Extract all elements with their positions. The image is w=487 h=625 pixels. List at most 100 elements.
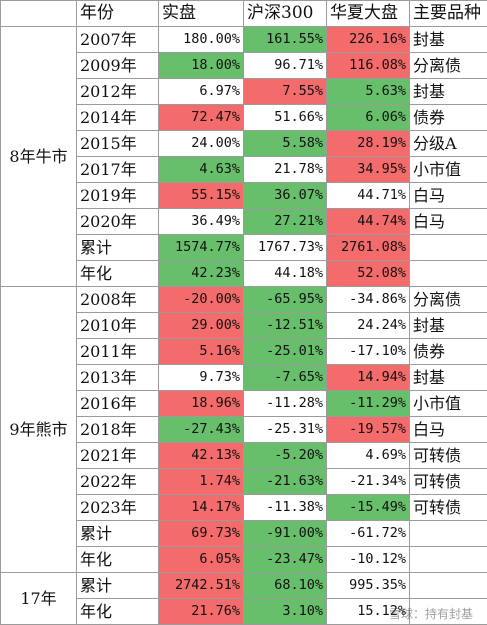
actual-return-cell: 5.16%	[158, 338, 244, 365]
hxdp-return-cell: -17.10%	[326, 338, 410, 365]
table-body: 8年牛市 2007年 180.00% 161.55% 226.16% 封基 2009年 18.…	[0, 26, 487, 625]
product-cell: 可转债	[409, 494, 487, 521]
year-cell: 2018年	[76, 416, 159, 443]
hxdp-return-cell: -10.12%	[326, 546, 410, 573]
hxdp-return-cell: 6.06%	[326, 104, 410, 131]
table-row: 2023年 14.17% -11.38% -15.49% 可转债	[1, 494, 487, 521]
year-cell: 年化	[76, 546, 159, 573]
actual-return-cell: -27.43%	[158, 416, 244, 443]
product-cell: 分离债	[409, 52, 487, 79]
actual-return-cell: 14.17%	[158, 494, 244, 521]
hxdp-return-cell: -61.72%	[326, 520, 410, 547]
actual-return-cell: 9.73%	[158, 364, 244, 391]
hs300-return-cell: -12.51%	[243, 312, 327, 339]
hs300-return-cell: 21.78%	[243, 156, 327, 183]
actual-return-cell: 72.47%	[158, 104, 244, 131]
product-cell	[409, 260, 487, 287]
table-row: 2022年 1.74% -21.63% -21.34% 可转债	[1, 468, 487, 495]
hs300-return-cell: -7.65%	[243, 364, 327, 391]
year-cell: 2016年	[76, 390, 159, 417]
table-row: 17年 累计 2742.51% 68.10% 995.35%	[0, 572, 487, 625]
actual-return-cell: 29.00%	[158, 312, 244, 339]
hxdp-return-cell: 14.94%	[326, 364, 410, 391]
year-cell: 累计	[76, 520, 159, 547]
year-cell: 年化	[76, 598, 159, 625]
product-cell: 小市值	[409, 156, 487, 183]
hs300-return-cell: -21.63%	[243, 468, 327, 495]
hs300-return-cell: 68.10%	[243, 572, 327, 599]
table-row: 2020年 36.49% 27.21% 44.74% 白马	[1, 208, 487, 235]
table-row: 2014年 72.47% 51.66% 6.06% 债券	[1, 104, 487, 131]
table-row: 年化 42.23% 44.18% 52.08%	[1, 260, 487, 287]
hs300-return-cell: 7.55%	[243, 78, 327, 105]
product-cell: 小市值	[409, 390, 487, 417]
hxdp-return-cell: 116.08%	[326, 52, 410, 79]
year-cell: 2007年	[76, 26, 159, 53]
year-cell: 2014年	[76, 104, 159, 131]
product-cell: 白马	[409, 182, 487, 209]
table-row: 2012年 6.97% 7.55% 5.63% 封基	[1, 78, 487, 105]
hs300-return-cell: 96.71%	[243, 52, 327, 79]
table-row: 2017年 4.63% 21.78% 34.95% 小市值	[1, 156, 487, 183]
hxdp-return-cell: 226.16%	[326, 26, 410, 53]
table-row: 2009年 18.00% 96.71% 116.08% 分离债	[1, 52, 487, 79]
header-product: 主要品种	[409, 0, 487, 27]
year-cell: 2013年	[76, 364, 159, 391]
hxdp-return-cell: 2761.08%	[326, 234, 410, 261]
header-actual: 实盘	[158, 0, 244, 27]
year-cell: 2022年	[76, 468, 159, 495]
year-cell: 年化	[76, 260, 159, 287]
product-cell: 可转债	[409, 442, 487, 469]
hs300-return-cell: 44.18%	[243, 260, 327, 287]
hxdp-return-cell: 52.08%	[326, 260, 410, 287]
product-cell	[409, 598, 487, 625]
table-row: 年化 21.76% 3.10% 15.12%	[1, 598, 487, 625]
year-cell: 2011年	[76, 338, 159, 365]
hxdp-return-cell: -21.34%	[326, 468, 410, 495]
actual-return-cell: 42.13%	[158, 442, 244, 469]
hs300-return-cell: -91.00%	[243, 520, 327, 547]
actual-return-cell: 2742.51%	[158, 572, 244, 599]
header-hxdp: 华夏大盘	[326, 0, 410, 27]
table-row: 9年熊市 2008年 -20.00% -65.95% -34.86% 分离债	[0, 286, 487, 573]
header-period	[0, 0, 77, 27]
actual-return-cell: 180.00%	[158, 26, 244, 53]
hs300-return-cell: 27.21%	[243, 208, 327, 235]
hxdp-return-cell: 15.12%	[326, 598, 410, 625]
year-cell: 2009年	[76, 52, 159, 79]
header-row: 年份 实盘 沪深300 华夏大盘 主要品种	[0, 0, 487, 27]
year-cell: 2021年	[76, 442, 159, 469]
actual-return-cell: 6.05%	[158, 546, 244, 573]
actual-return-cell: 6.97%	[158, 78, 244, 105]
hxdp-return-cell: -19.57%	[326, 416, 410, 443]
product-cell: 封基	[409, 78, 487, 105]
hs300-return-cell: 5.58%	[243, 130, 327, 157]
product-cell: 分级A	[409, 130, 487, 157]
hs300-return-cell: -5.20%	[243, 442, 327, 469]
product-cell: 可转债	[409, 468, 487, 495]
hs300-return-cell: -23.47%	[243, 546, 327, 573]
product-cell	[409, 234, 487, 261]
table-row: 8年牛市 2007年 180.00% 161.55% 226.16% 封基	[0, 26, 487, 287]
year-cell: 2012年	[76, 78, 159, 105]
hs300-return-cell: 1767.73%	[243, 234, 327, 261]
actual-return-cell: 69.73%	[158, 520, 244, 547]
actual-return-cell: 18.00%	[158, 52, 244, 79]
actual-return-cell: 4.63%	[158, 156, 244, 183]
hs300-return-cell: 51.66%	[243, 104, 327, 131]
year-cell: 2008年	[76, 286, 159, 313]
hs300-return-cell: -11.38%	[243, 494, 327, 521]
table-row: 累计 1574.77% 1767.73% 2761.08%	[1, 234, 487, 261]
hs300-return-cell: 36.07%	[243, 182, 327, 209]
hxdp-return-cell: 44.71%	[326, 182, 410, 209]
product-cell	[409, 520, 487, 547]
year-cell: 2023年	[76, 494, 159, 521]
table-row: 2021年 42.13% -5.20% 4.69% 可转债	[1, 442, 487, 469]
product-cell	[409, 546, 487, 573]
period-label: 17年	[0, 572, 77, 625]
hxdp-return-cell: 34.95%	[326, 156, 410, 183]
hs300-return-cell: -11.28%	[243, 390, 327, 417]
product-cell	[409, 572, 487, 599]
hs300-return-cell: 3.10%	[243, 598, 327, 625]
